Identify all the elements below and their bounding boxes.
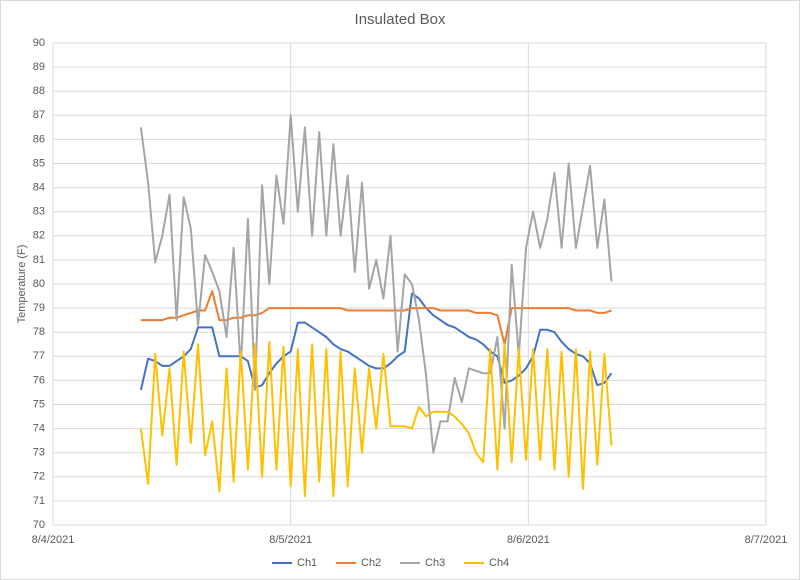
y-tick-label: 79: [33, 302, 45, 314]
chart-title: Insulated Box: [355, 11, 446, 28]
y-tick-label: 71: [33, 495, 45, 507]
y-tick-label: 77: [33, 350, 45, 362]
y-tick-label: 83: [33, 206, 45, 218]
series-line: [139, 114, 613, 454]
y-tick-label: 76: [33, 374, 45, 386]
y-tick-label: 81: [33, 254, 45, 266]
y-tick-label: 75: [33, 398, 45, 410]
legend-label: Ch1: [297, 557, 317, 569]
y-tick-label: 72: [33, 471, 45, 483]
series-line: [139, 340, 613, 498]
x-tick-label: 8/7/2021: [745, 534, 788, 546]
x-tick-label: 8/4/2021: [32, 534, 75, 546]
y-tick-label: 78: [33, 326, 45, 338]
y-tick-label: 82: [33, 230, 45, 242]
x-tick-label: 8/6/2021: [507, 534, 550, 546]
y-tick-label: 70: [33, 519, 45, 531]
y-tick-label: 86: [33, 133, 45, 145]
y-tick-label: 85: [33, 157, 45, 169]
x-tick-label: 8/5/2021: [269, 534, 312, 546]
y-tick-label: 90: [33, 37, 45, 49]
legend-label: Ch2: [361, 557, 381, 569]
y-tick-label: 74: [33, 423, 45, 435]
y-tick-label: 87: [33, 109, 45, 121]
y-tick-label: 80: [33, 278, 45, 290]
series-line: [140, 290, 612, 346]
legend-label: Ch3: [425, 557, 445, 569]
y-tick-label: 88: [33, 85, 45, 97]
y-tick-label: 89: [33, 61, 45, 73]
legend-label: Ch4: [489, 557, 509, 569]
y-axis-label: Temperature (F): [16, 245, 28, 324]
y-tick-label: 73: [33, 447, 45, 459]
y-tick-label: 84: [33, 182, 45, 194]
